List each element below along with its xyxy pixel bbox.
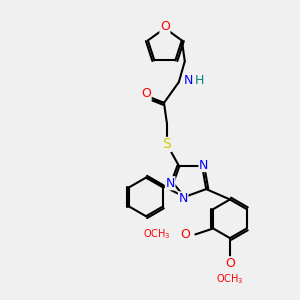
Text: O: O — [180, 228, 190, 241]
Text: O: O — [141, 88, 151, 100]
Text: O: O — [160, 20, 170, 33]
Text: OCH$_3$: OCH$_3$ — [216, 272, 244, 286]
Text: N: N — [166, 177, 175, 190]
Text: H: H — [195, 74, 205, 87]
Text: N: N — [178, 192, 188, 205]
Text: N: N — [183, 74, 193, 87]
Text: OCH$_3$: OCH$_3$ — [143, 227, 171, 241]
Text: O: O — [225, 257, 235, 270]
Text: N: N — [199, 158, 208, 172]
Text: S: S — [163, 137, 171, 152]
